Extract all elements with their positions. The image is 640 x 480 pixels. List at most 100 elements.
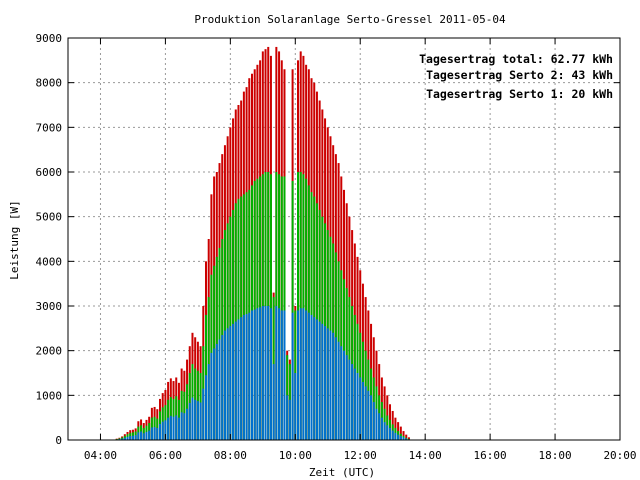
legend: Tagesertrag total: 62.77 kWh Tagesertrag… (419, 52, 613, 101)
bar-serto1 (264, 306, 267, 440)
bar-serto1 (169, 415, 172, 440)
bar-serto1 (167, 417, 170, 440)
bar-serto1 (299, 308, 302, 440)
bar-serto1 (283, 310, 286, 440)
bar-serto2 (297, 172, 299, 440)
y-tick-label: 3000 (36, 300, 63, 313)
bar-serto1 (148, 430, 151, 440)
bar-serto1 (288, 399, 291, 440)
bar-serto1 (150, 427, 153, 440)
bar-serto1 (183, 413, 186, 440)
bar-serto1 (291, 312, 294, 440)
bar-serto1 (278, 308, 281, 440)
bar-serto1 (237, 319, 240, 440)
y-tick-label: 0 (55, 434, 62, 447)
y-tick-label: 9000 (36, 32, 63, 45)
bar-serto2 (278, 174, 281, 441)
bar-serto1 (172, 416, 175, 440)
bar-serto1 (313, 317, 316, 440)
bar-serto1 (332, 332, 335, 440)
bar-serto1 (297, 310, 299, 440)
bar-serto2 (302, 174, 305, 441)
bar-serto1 (218, 339, 221, 440)
bar-serto1 (142, 433, 145, 440)
bar-total (407, 437, 410, 440)
bar-serto1 (205, 375, 207, 440)
bar-serto1 (156, 427, 159, 440)
y-tick-label: 8000 (36, 77, 63, 90)
chart-title: Produktion Solaranlage Serto-Gressel 201… (194, 13, 506, 26)
bar-serto1 (267, 306, 270, 440)
bar-series-group (115, 46, 410, 441)
bar-serto1 (348, 359, 351, 440)
bar-total (402, 431, 405, 440)
bar-serto1 (242, 314, 245, 440)
bar-serto2 (280, 176, 283, 440)
bar-serto1 (326, 328, 329, 440)
x-axis-label: Zeit (UTC) (309, 466, 375, 479)
bar-serto1 (221, 335, 224, 440)
legend-entry-serto2: Tagesertrag Serto 2: 43 kWh (426, 68, 613, 82)
bar-serto1 (256, 308, 259, 440)
bar-serto1 (367, 390, 370, 440)
bar-serto1 (259, 307, 262, 440)
bar-serto2 (269, 174, 272, 441)
bar-serto1 (337, 341, 340, 440)
bar-serto1 (134, 435, 137, 440)
x-tick-label: 20:00 (603, 449, 636, 462)
x-tick-label: 12:00 (344, 449, 377, 462)
bar-serto1 (370, 395, 373, 440)
bar-serto1 (321, 323, 324, 440)
bar-total (397, 422, 400, 440)
bar-serto1 (353, 368, 356, 440)
bar-serto1 (269, 308, 272, 440)
x-tick-label: 06:00 (149, 449, 182, 462)
bar-serto1 (210, 352, 213, 440)
bar-serto1 (145, 431, 148, 440)
bar-serto2 (299, 172, 302, 440)
bar-serto1 (397, 434, 400, 440)
bar-serto1 (229, 326, 232, 440)
x-tick-label: 18:00 (538, 449, 571, 462)
bar-serto1 (153, 427, 156, 440)
bar-serto1 (202, 388, 205, 440)
bar-serto1 (318, 321, 321, 440)
bar-serto1 (245, 314, 248, 440)
bar-total (399, 426, 402, 440)
legend-entry-total: Tagesertrag total: 62.77 kWh (419, 52, 613, 66)
x-tick-label: 04:00 (84, 449, 117, 462)
bar-serto1 (389, 427, 391, 440)
bar-serto1 (375, 408, 378, 440)
x-tick-label: 10:00 (279, 449, 312, 462)
plot-frame (67, 37, 621, 441)
bar-serto1 (361, 381, 364, 440)
bar-serto1 (405, 438, 408, 440)
bar-serto1 (345, 355, 348, 440)
bar-serto1 (334, 337, 337, 440)
y-tick-label: 2000 (36, 345, 63, 358)
bar-serto1 (215, 343, 218, 440)
bar-serto1 (251, 310, 253, 440)
bar-serto1 (123, 437, 126, 440)
bar-serto1 (232, 323, 235, 440)
y-tick-label: 1000 (36, 389, 63, 402)
legend-entry-serto1: Tagesertrag Serto 1: 20 kWh (426, 87, 613, 101)
bar-serto1 (343, 350, 345, 440)
bar-serto1 (329, 330, 332, 440)
bar-serto1 (186, 408, 189, 440)
bar-serto1 (307, 312, 310, 440)
bar-serto1 (380, 417, 383, 440)
bar-serto1 (310, 314, 313, 440)
x-tick-label: 14:00 (409, 449, 442, 462)
bar-serto1 (359, 377, 362, 440)
bar-serto1 (191, 397, 194, 440)
bar-serto1 (372, 402, 375, 440)
bar-serto1 (188, 402, 191, 440)
bar-serto1 (356, 373, 359, 440)
bar-serto1 (324, 326, 327, 440)
bar-serto1 (302, 308, 305, 440)
bar-serto1 (351, 364, 354, 440)
bar-serto1 (121, 438, 124, 440)
bar-serto1 (378, 413, 381, 440)
